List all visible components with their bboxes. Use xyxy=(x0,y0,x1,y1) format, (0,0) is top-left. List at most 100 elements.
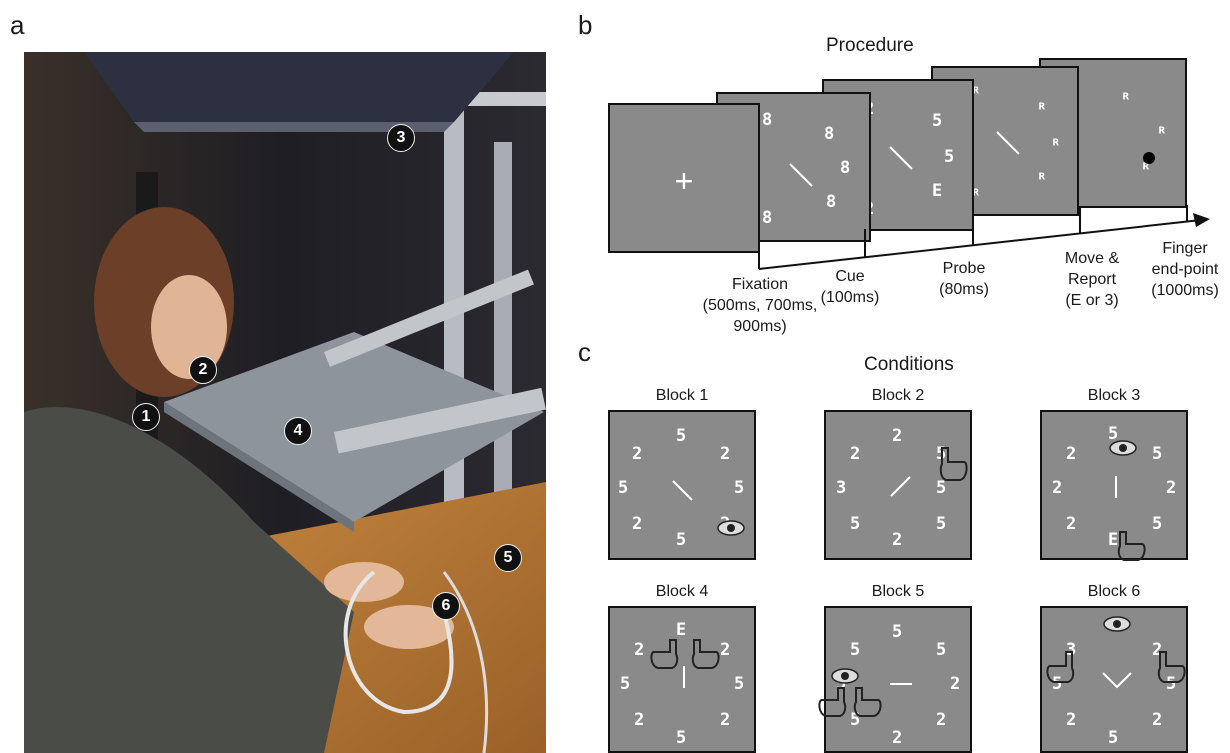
block-glyph: 2 xyxy=(632,514,643,534)
block-glyph: 5 xyxy=(734,674,745,694)
stage-detail: 900ms) xyxy=(733,318,787,335)
block-glyph: 5 xyxy=(936,640,947,660)
block-2-title: Block 2 xyxy=(871,387,925,404)
block-glyph: 2 xyxy=(892,530,903,550)
block-glyph: 2 xyxy=(720,640,731,660)
finger-endpoint-dot xyxy=(1143,152,1155,164)
block-glyph: 5 xyxy=(1152,444,1163,464)
direction-line xyxy=(672,480,693,501)
block-glyph: 2 xyxy=(1152,710,1163,730)
block-glyph: 2 xyxy=(634,640,645,660)
stage-detail: (80ms) xyxy=(939,281,989,298)
marker-5: 5 xyxy=(494,544,522,572)
block-glyph: E xyxy=(676,620,687,640)
block-glyph: 5 xyxy=(1108,728,1119,748)
marker-2: 2 xyxy=(189,356,217,384)
procedure-title: Procedure xyxy=(826,35,914,56)
block-glyph: 2 xyxy=(950,674,961,694)
frame4-glyph: ᴿ xyxy=(1037,100,1048,120)
block-1-screen: 5 2 5 2 5 2 5 2 xyxy=(608,410,756,560)
stage-detail: (100ms) xyxy=(820,289,880,306)
frame2-glyph: 8 xyxy=(826,192,837,212)
experiment-setup-photo: 3 2 1 4 5 6 xyxy=(24,52,546,753)
frame-fixation: + xyxy=(608,103,760,253)
photo-illustration xyxy=(24,52,546,753)
panel-letter-c: c xyxy=(578,337,591,367)
pointing-hand-icon xyxy=(1046,651,1075,683)
direction-line xyxy=(683,666,685,688)
block-glyph: 2 xyxy=(720,710,731,730)
frame2-glyph: 8 xyxy=(840,158,851,178)
block-4-screen: E 2 5 5 2 2 2 5 xyxy=(608,606,756,753)
block-glyph: 5 xyxy=(892,622,903,642)
block-glyph: 5 xyxy=(620,674,631,694)
panel-letter-b: b xyxy=(578,10,593,40)
frame3-glyph: 5 xyxy=(932,111,943,131)
block-glyph: 5 xyxy=(676,530,687,550)
stage-detail: Report xyxy=(1067,271,1117,288)
block-glyph: 2 xyxy=(892,426,903,446)
block-3-screen: 5 5 2 2 2 5 2 E xyxy=(1040,410,1188,561)
panel-letter-a: a xyxy=(10,10,25,40)
stage-label-cue: Cue (100ms) xyxy=(800,266,900,308)
stage-detail: (E or 3) xyxy=(1065,292,1119,309)
block-glyph: 5 xyxy=(676,426,687,446)
frame2-glyph: 8 xyxy=(762,110,773,130)
stage-name: Finger xyxy=(1162,240,1208,257)
direction-line xyxy=(889,146,913,170)
frame4-glyph: ᴿ xyxy=(971,84,982,104)
block-6-title: Block 6 xyxy=(1087,583,1141,600)
fixation-cross: + xyxy=(674,163,694,199)
frame4-glyph: ᴿ xyxy=(1037,170,1048,190)
block-2-screen: 2 5 2 3 5 5 5 2 xyxy=(824,410,972,560)
block-glyph: 2 xyxy=(892,728,903,748)
stage-detail: (1000ms) xyxy=(1151,282,1219,299)
frame5-glyph: ᴿ xyxy=(1157,124,1168,144)
block-glyph: 3 xyxy=(1066,640,1077,660)
pointing-hand-icon xyxy=(939,447,968,481)
stage-label-finger-endpoint: Finger end-point (1000ms) xyxy=(1140,238,1230,301)
direction-line xyxy=(890,476,911,497)
direction-line xyxy=(890,683,912,685)
stage-detail: end-point xyxy=(1151,261,1219,278)
pointing-hand-icon xyxy=(691,639,720,669)
stage-label-probe: Probe (80ms) xyxy=(914,258,1014,300)
block-glyph: 2 xyxy=(1066,444,1077,464)
conditions-title: Conditions xyxy=(864,354,954,375)
block-6-screen: 3 2 5 5 2 2 5 xyxy=(1040,606,1188,753)
stage-label-fixation: Fixation (500ms, 700ms, 900ms) xyxy=(680,274,840,337)
frame3-glyph: 5 xyxy=(944,147,955,167)
block-5-title: Block 5 xyxy=(871,583,925,600)
frame2-glyph: 8 xyxy=(762,208,773,228)
block-glyph: 5 xyxy=(676,728,687,748)
eye-icon xyxy=(1109,440,1137,456)
stage-label-move-report: Move & Report (E or 3) xyxy=(1042,248,1142,311)
eye-icon xyxy=(717,520,745,536)
block-glyph: 5 xyxy=(618,478,629,498)
block-glyph: 2 xyxy=(1066,710,1077,730)
marker-6: 6 xyxy=(432,592,460,620)
stage-name: Move & xyxy=(1064,250,1120,267)
direction-line xyxy=(1115,476,1117,498)
block-glyph: 5 xyxy=(1152,514,1163,534)
frame3-glyph: E xyxy=(932,181,943,201)
block-glyph: 5 xyxy=(734,478,745,498)
block-glyph: 5 xyxy=(850,710,861,730)
stage-name: Cue xyxy=(835,268,865,285)
direction-line xyxy=(996,131,1020,155)
marker-1: 1 xyxy=(132,403,160,431)
stage-name: Fixation xyxy=(731,276,789,293)
block-glyph: 5 xyxy=(1052,674,1063,694)
pointing-hand-icon xyxy=(1157,651,1186,683)
marker-4: 4 xyxy=(284,417,312,445)
block-5-screen: 5 5 5 2 5 2 5 2 xyxy=(818,606,972,753)
stage-name: Probe xyxy=(942,260,986,277)
block-glyph: 2 xyxy=(850,444,861,464)
block-glyph: E xyxy=(1108,530,1119,550)
pointing-hand-icon xyxy=(853,687,882,717)
block-glyph: 2 xyxy=(1152,640,1163,660)
block-glyph: 5 xyxy=(936,478,947,498)
block-glyph: 3 xyxy=(836,478,847,498)
block-glyph: 5 xyxy=(1166,674,1177,694)
block-1-title: Block 1 xyxy=(655,387,709,404)
